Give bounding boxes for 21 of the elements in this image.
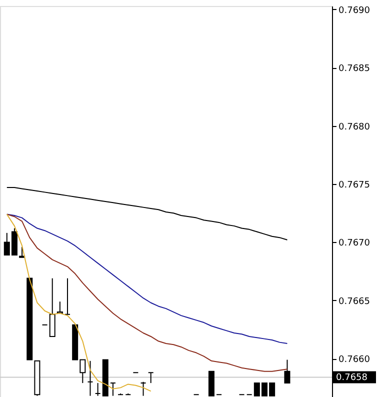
candlestick bbox=[148, 372, 154, 384]
y-tick-label: 0.7675 bbox=[338, 180, 370, 191]
y-tick-label: 0.7665 bbox=[338, 296, 370, 307]
y-tick-label: 0.7685 bbox=[338, 64, 370, 74]
candlestick bbox=[64, 278, 71, 315]
y-tick-label: 0.7690 bbox=[338, 6, 370, 16]
line-series bbox=[6, 214, 288, 372]
candlestick bbox=[49, 278, 56, 337]
ref-line-label: 0.7658 bbox=[336, 373, 368, 384]
candlestick bbox=[87, 360, 94, 396]
y-tick-label: 0.7670 bbox=[338, 238, 370, 249]
line-series bbox=[6, 187, 288, 240]
line-series bbox=[6, 214, 152, 392]
candlestick bbox=[140, 381, 146, 396]
candlestick bbox=[19, 246, 26, 258]
y-tick-label: 0.7660 bbox=[338, 355, 370, 366]
candlestick bbox=[110, 382, 116, 396]
candlestick bbox=[94, 382, 101, 396]
line-series bbox=[6, 214, 288, 344]
y-tick-label: 0.7680 bbox=[338, 122, 370, 132]
candlestick bbox=[284, 359, 290, 384]
